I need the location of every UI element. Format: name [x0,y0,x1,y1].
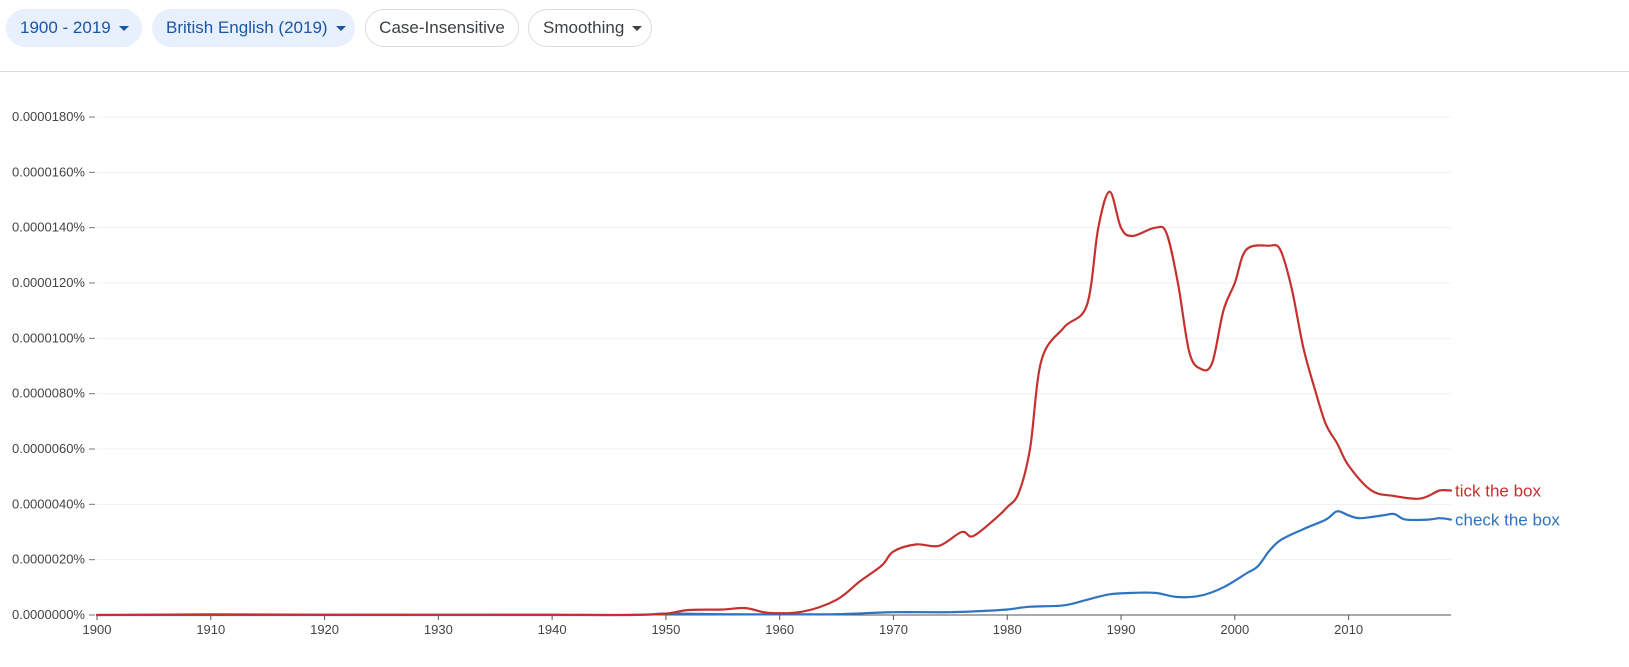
x-tick-label: 1980 [993,622,1022,637]
smoothing-dropdown[interactable]: Smoothing [528,9,652,47]
x-tick-label: 2010 [1334,622,1363,637]
series-label-check-the-box[interactable]: check the box [1455,511,1560,530]
y-tick-label: 0.0000040% [12,496,85,511]
chevron-down-icon [335,25,346,31]
year-range-label: 1900 - 2019 [20,18,111,37]
case-insensitive-label: Case-Insensitive [379,18,505,37]
corpus-label: British English (2019) [166,18,328,37]
x-tick-label: 1990 [1107,622,1136,637]
y-tick-label: 0.0000120% [12,275,85,290]
x-tick-label: 2000 [1220,622,1249,637]
y-tick-label: 0.0000020% [12,552,85,567]
x-tick-label: 1970 [879,622,908,637]
y-tick-label: 0.0000160% [12,164,85,179]
year-range-dropdown[interactable]: 1900 - 2019 [6,9,142,47]
y-tick-label: 0.0000140% [12,220,85,235]
x-tick-label: 1960 [765,622,794,637]
x-tick-label: 1910 [196,622,225,637]
x-tick-label: 1920 [310,622,339,637]
y-tick-label: 0.0000100% [12,330,85,345]
toolbar: 1900 - 2019 British English (2019) Case-… [0,0,1629,72]
chevron-down-icon [632,25,643,31]
x-tick-label: 1950 [651,622,680,637]
y-tick-label: 0.0000060% [12,441,85,456]
case-insensitive-toggle[interactable]: Case-Insensitive [365,9,519,47]
x-tick-label: 1900 [83,622,112,637]
ngram-chart: 0.0000000% 0.0000020% 0.0000040% 0.0000060%… [12,109,1560,637]
y-tick-label: 0.0000080% [12,386,85,401]
x-tick-label: 1930 [424,622,453,637]
series-line-check-the-box[interactable] [95,510,1453,617]
series-label-tick-the-box[interactable]: tick the box [1455,482,1541,501]
chevron-down-icon [118,25,129,31]
y-tick-label: 0.0000180% [12,109,85,124]
series-line-tick-the-box[interactable] [95,190,1453,617]
x-tick-label: 1940 [538,622,567,637]
smoothing-label: Smoothing [543,18,625,37]
y-tick-label: 0.0000000% [12,607,85,622]
corpus-dropdown[interactable]: British English (2019) [152,9,355,47]
